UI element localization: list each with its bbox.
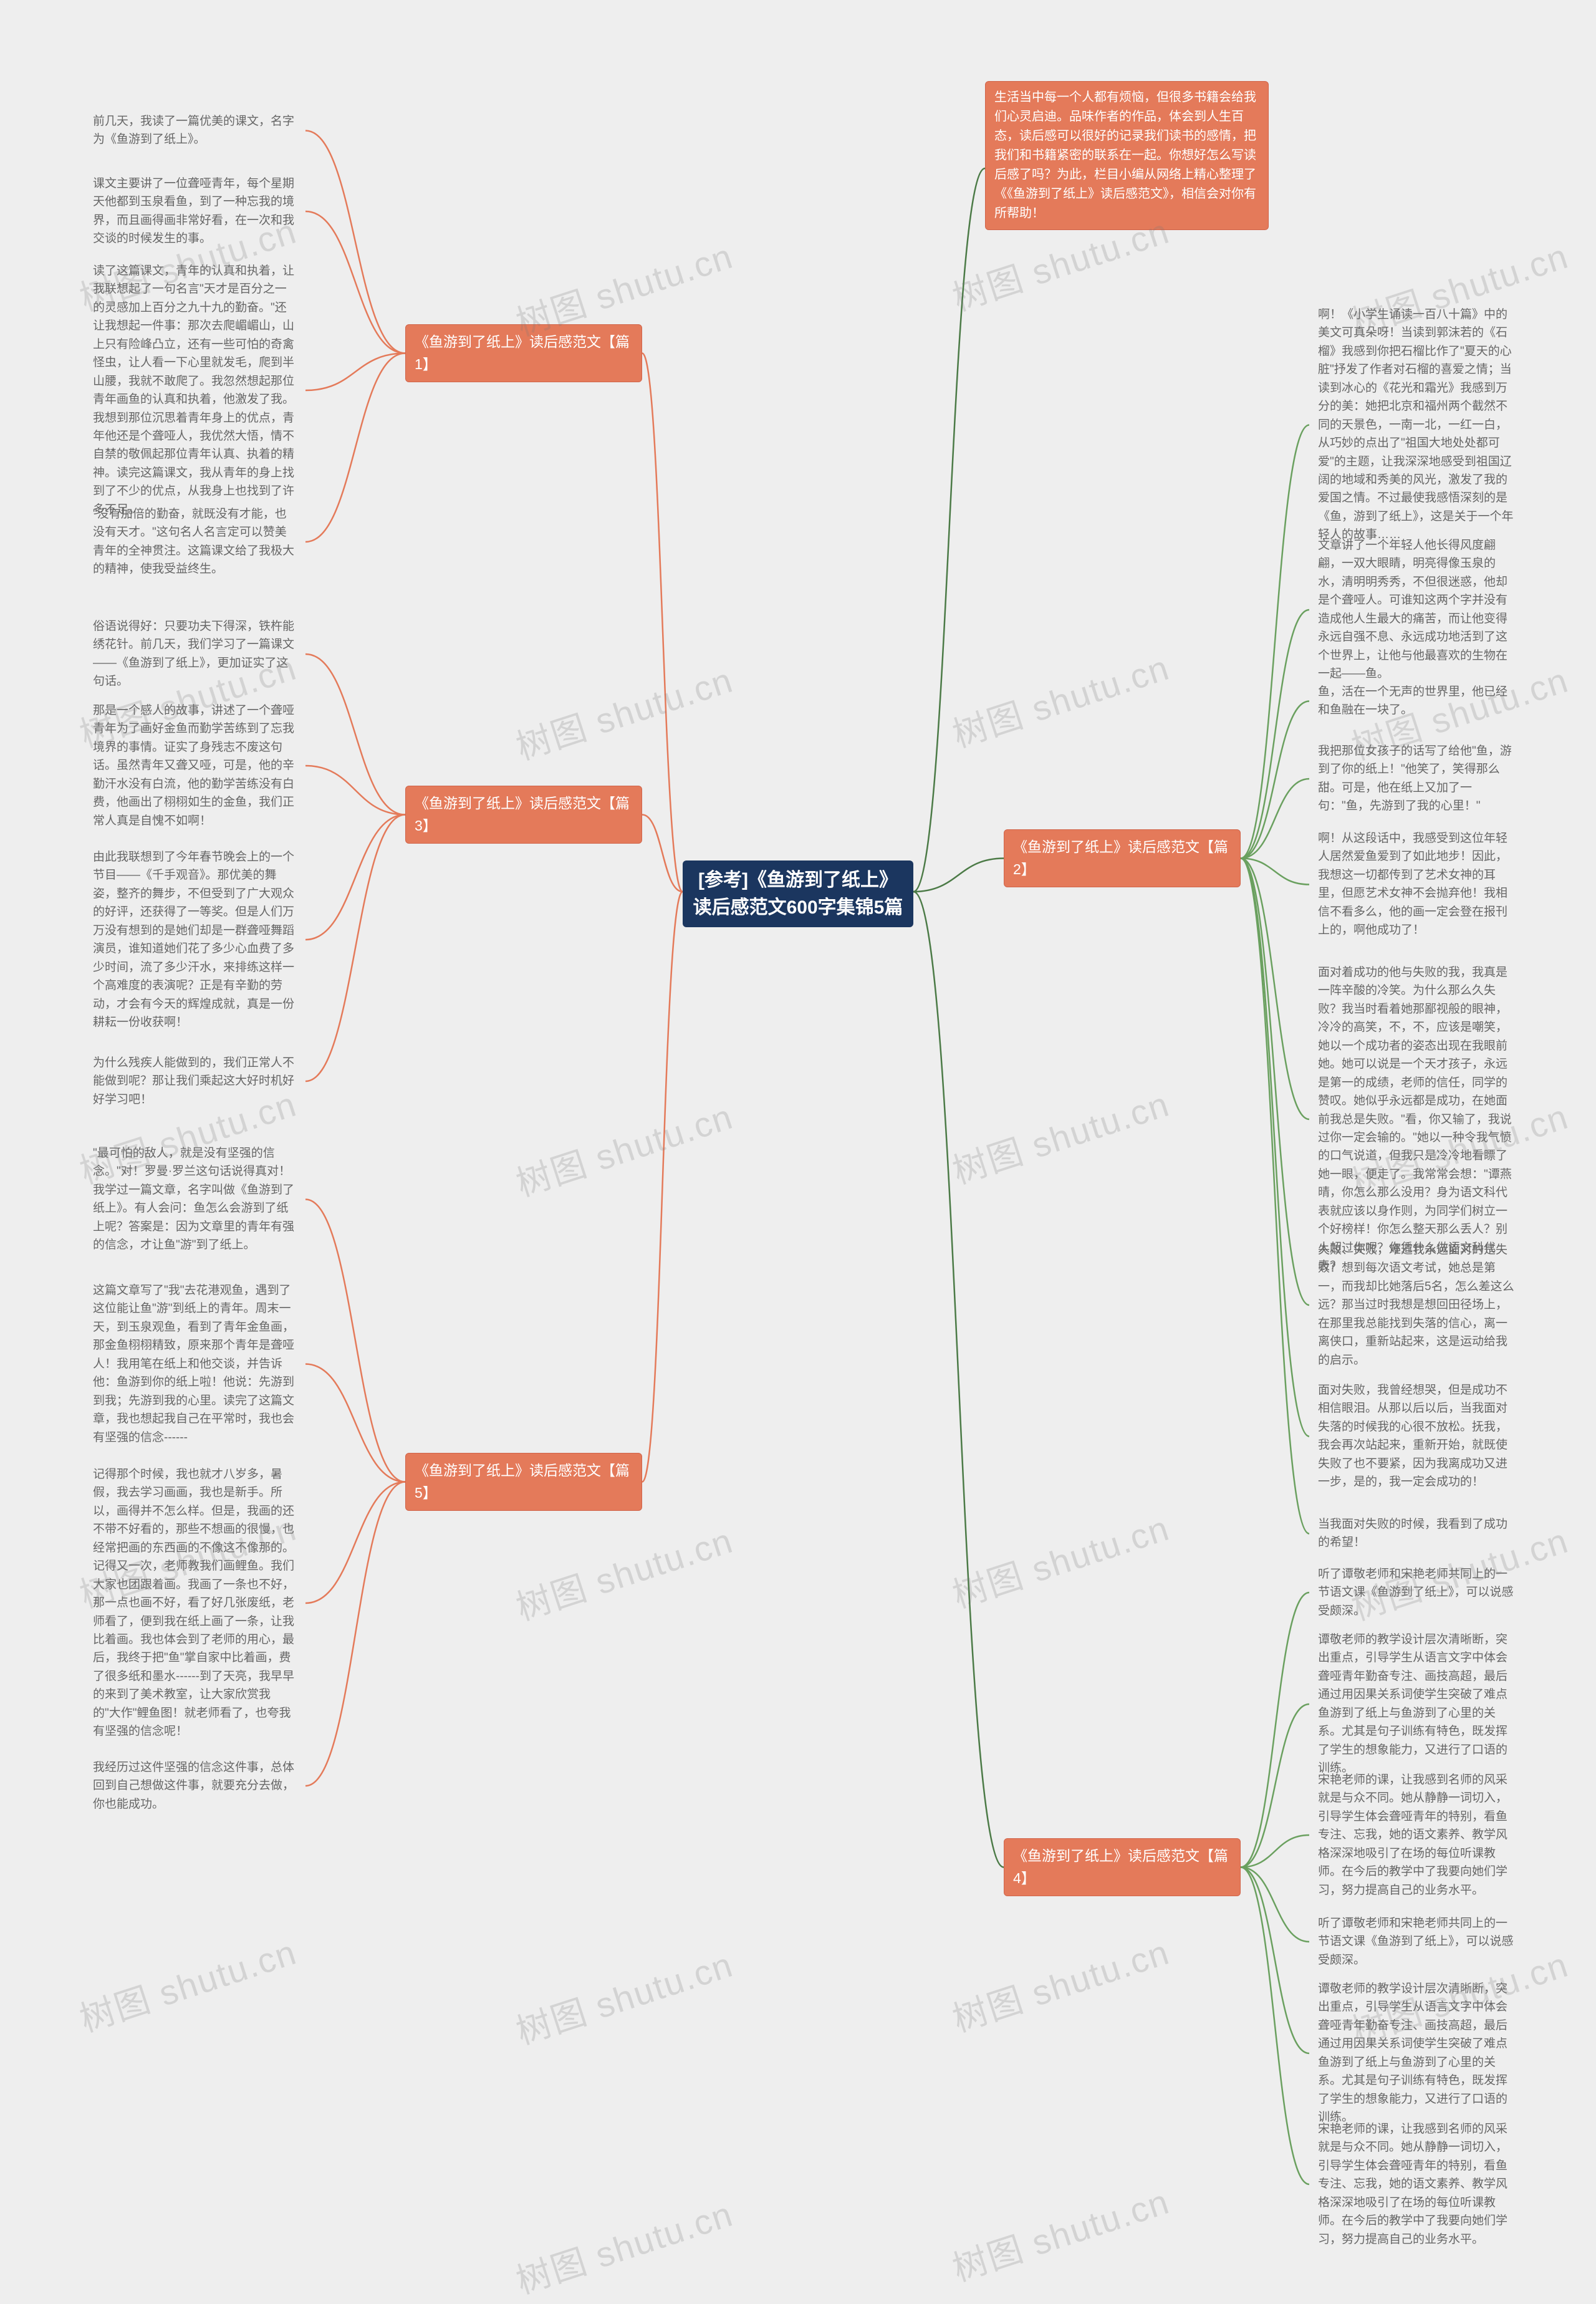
leaf-right-0-1: 文章讲了一个年轻人他长得风度翩翩，一双大眼睛，明亮得像玉泉的水，清明明秀秀，不但… xyxy=(1309,530,1527,690)
leaf-left-2-1: 这篇文章写了"我"去花港观鱼，遇到了这位能让鱼"游"到纸上的青年。周末一天，到玉… xyxy=(84,1275,305,1453)
leaf-left-2-3: 我经历过这件坚强的信念这件事，总体回到自己想做这件事，就要充分去做，你也能成功。 xyxy=(84,1752,305,1820)
leaf-right-1-1: 谭敬老师的教学设计层次清晰断，突出重点，引导学生从语言文字中体会聋哑青年勤奋专注… xyxy=(1309,1624,1527,1784)
leaf-right-0-7: 面对失败，我曾经想哭，但是成功不相信眼泪。从那以后以后，当我面对失落的时候我的心… xyxy=(1309,1375,1527,1498)
leaf-left-2-2: 记得那个时候，我也就才八岁多，暑假，我去学习画画，我也是新手。所以，画得并不怎么… xyxy=(84,1459,305,1747)
leaf-right-0-3: 我把那位女孩子的话写了给他"鱼，游到了你的纸上！"他笑了，笑得那么甜。可是，他在… xyxy=(1309,736,1527,822)
watermark: 树图 shutu.cn xyxy=(509,2186,739,2304)
leaf-left-1-1: 那是一个感人的故事，讲述了一个聋哑青年为了画好金鱼而勤学苦练到了忘我境界的事情。… xyxy=(84,695,305,836)
watermark: 树图 shutu.cn xyxy=(945,1924,1175,2042)
center-topic: [参考]《鱼游到了纸上》读后感范文600字集锦5篇 xyxy=(683,860,913,927)
watermark: 树图 shutu.cn xyxy=(945,640,1175,758)
leaf-right-0-5: 面对着成功的他与失败的我，我真是一阵辛酸的冷笑。为什么那么久失败？我当时看着她那… xyxy=(1309,957,1527,1281)
leaf-right-0-2: 鱼，活在一个无声的世界里，他已经和鱼融在一块了。 xyxy=(1309,677,1527,726)
leaf-left-0-3: "没有加倍的勤奋，就既没有才能，也没有天才。"这句名人名言定可以赞美青年的全神贯… xyxy=(84,499,305,585)
branch-left-2: 《鱼游到了纸上》读后感范文【篇5】 xyxy=(405,1453,642,1511)
leaf-left-1-2: 由此我联想到了今年春节晚会上的一个节目——《千手观音》。那优美的舞姿，整齐的舞步… xyxy=(84,842,305,1038)
intro-box: 生活当中每一个人都有烦恼，但很多书籍会给我们心灵启迪。品味作者的作品，体会到人生… xyxy=(985,81,1269,230)
watermark: 树图 shutu.cn xyxy=(945,2174,1175,2292)
leaf-right-0-8: 当我面对失败的时候，我看到了成功的希望！ xyxy=(1309,1509,1527,1558)
branch-left-1: 《鱼游到了纸上》读后感范文【篇3】 xyxy=(405,786,642,844)
leaf-right-0-6: 失败、失败，难道我永远面对的是失败？想到每次语文考试，她总是第一，而我却比她落后… xyxy=(1309,1235,1527,1376)
watermark: 树图 shutu.cn xyxy=(72,1924,302,2042)
leaf-right-1-3: 听了谭敬老师和宋艳老师共同上的一节语文课《鱼游到了纸上》，可以说感受颇深。 xyxy=(1309,1908,1527,1975)
leaf-left-1-3: 为什么残疾人能做到的，我们正常人不能做到呢？那让我们乘起这大好时机好好学习吧！ xyxy=(84,1048,305,1115)
watermark: 树图 shutu.cn xyxy=(509,1513,739,1631)
watermark: 树图 shutu.cn xyxy=(945,1076,1175,1194)
branch-right-1: 《鱼游到了纸上》读后感范文【篇4】 xyxy=(1004,1838,1241,1896)
watermark: 树图 shutu.cn xyxy=(509,652,739,770)
leaf-right-1-4: 谭敬老师的教学设计层次清晰断，突出重点，引导学生从语言文字中体会聋哑青年勤奋专注… xyxy=(1309,1974,1527,2133)
leaf-left-0-2: 读了这篇课文，青年的认真和执着，让我联想起了一句名言"天才是百分之一的灵感加上百… xyxy=(84,256,305,525)
leaf-left-2-0: "最可怕的敌人，就是没有坚强的信念。"对！罗曼·罗兰这句话说得真对！我学过一篇文… xyxy=(84,1138,305,1261)
watermark: 树图 shutu.cn xyxy=(509,1089,739,1207)
watermark: 树图 shutu.cn xyxy=(945,1500,1175,1618)
leaf-right-0-4: 啊！从这段话中，我感受到这位年轻人居然爱鱼爱到了如此地步！因此，我想这一切都传到… xyxy=(1309,823,1527,946)
leaf-left-0-0: 前几天，我读了一篇优美的课文，名字为《鱼游到了纸上》。 xyxy=(84,106,305,155)
leaf-right-0-0: 啊！《小学生诵读一百八十篇》中的美文可真朵呀！当读到郭沫若的《石榴》我感到你把石… xyxy=(1309,299,1527,551)
leaf-left-1-0: 俗语说得好：只要功夫下得深，铁杵能绣花针。前几天，我们学习了一篇课文——《鱼游到… xyxy=(84,611,305,697)
leaf-right-1-0: 听了谭敬老师和宋艳老师共同上的一节语文课《鱼游到了纸上》，可以说感受颇深。 xyxy=(1309,1559,1527,1626)
branch-right-0: 《鱼游到了纸上》读后感范文【篇2】 xyxy=(1004,829,1241,887)
branch-left-0: 《鱼游到了纸上》读后感范文【篇1】 xyxy=(405,324,642,382)
leaf-right-1-2: 宋艳老师的课，让我感到名师的风采就是与众不同。她从静静一词切入，引导学生体会聋哑… xyxy=(1309,1765,1527,1906)
leaf-right-1-5: 宋艳老师的课，让我感到名师的风采就是与众不同。她从静静一词切入，引导学生体会聋哑… xyxy=(1309,2114,1527,2255)
leaf-left-0-1: 课文主要讲了一位聋哑青年，每个星期天他都到玉泉看鱼，到了一种忘我的境界，而且画得… xyxy=(84,168,305,254)
watermark: 树图 shutu.cn xyxy=(509,1937,739,2055)
